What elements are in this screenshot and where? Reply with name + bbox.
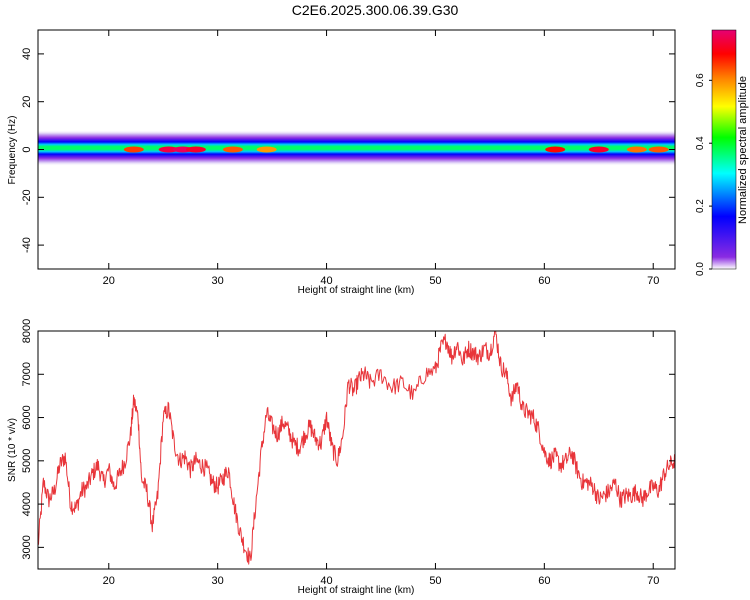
colorbar-tick-label: 0.2 <box>695 199 706 213</box>
snr-x-tick-label: 60 <box>538 575 550 587</box>
spectrogram-y-tick-label: 0 <box>21 146 33 152</box>
colorbar-tick-label: 0.4 <box>695 136 706 150</box>
snr-x-tick-label: 70 <box>647 575 659 587</box>
snr-frame <box>37 330 676 570</box>
spectrogram-y-tick-label: 40 <box>21 48 33 60</box>
spectrogram-hotspot <box>158 146 179 153</box>
spectrogram-y-axis-label: Frequency (Hz) <box>7 116 18 185</box>
spectrogram-x-tick-label: 40 <box>320 275 332 287</box>
spectrogram-band <box>38 130 675 166</box>
spectrogram-x-tick-label: 50 <box>429 275 441 287</box>
spectrogram-y-tick-label: 20 <box>21 96 33 108</box>
snr-x-tick-label: 50 <box>429 575 441 587</box>
snr-panel: 8000 7000 6000 5000 4000 3000 20 30 40 50 60 70 SN… <box>7 319 676 596</box>
snr-y-axis-label: SNR (10 * v/v) <box>7 418 18 482</box>
snr-x-axis-label: Height of straight line (km) <box>298 585 415 596</box>
spectrogram-hotspot <box>648 146 669 153</box>
snr-y-tick-label: 8000 <box>21 319 33 343</box>
spectrogram-y-tick-label: -20 <box>21 189 33 205</box>
spectrogram-x-tick-label: 20 <box>103 275 115 287</box>
snr-x-tick-label: 30 <box>212 575 224 587</box>
colorbar-tick-label: 0.6 <box>695 73 706 87</box>
spectrogram-hotspot <box>185 146 206 153</box>
snr-x-tick-label: 20 <box>103 575 115 587</box>
spectrogram-hotspot <box>545 146 566 153</box>
snr-y-tick-label: 5000 <box>21 449 33 473</box>
spectrogram-hotspot <box>626 146 647 153</box>
spectrogram-x-tick-label: 70 <box>647 275 659 287</box>
spectrogram-hotspot <box>123 146 144 153</box>
spectrogram-y-tick-label: -40 <box>21 237 33 253</box>
colorbar-label: Normalized spectral amplitude <box>737 76 749 224</box>
spectrogram-x-tick-label: 30 <box>212 275 224 287</box>
snr-y-tick-label: 7000 <box>21 362 33 386</box>
snr-y-tick-label: 6000 <box>21 405 33 429</box>
spectrogram-hotspot <box>222 146 243 153</box>
spectrogram-x-axis-label: Height of straight line (km) <box>298 285 415 296</box>
figure-title: C2E6.2025.300.06.39.G30 <box>291 2 459 18</box>
spectrogram-hotspot <box>588 146 609 153</box>
colorbar-gradient <box>711 29 737 270</box>
snr-x-tick-label: 40 <box>320 575 332 587</box>
snr-y-tick-label: 4000 <box>21 492 33 516</box>
snr-series-line <box>38 331 675 565</box>
colorbar-tick-label: 0.0 <box>695 262 706 276</box>
spectrogram-x-tick-label: 60 <box>538 275 550 287</box>
spectrogram-hotspots <box>123 146 669 153</box>
colorbar: 0.0 0.2 0.4 0.6 Normalized spectral amplitu… <box>695 29 749 276</box>
snr-y-tick-label: 3000 <box>21 535 33 559</box>
spectrogram-hotspot <box>256 146 277 153</box>
